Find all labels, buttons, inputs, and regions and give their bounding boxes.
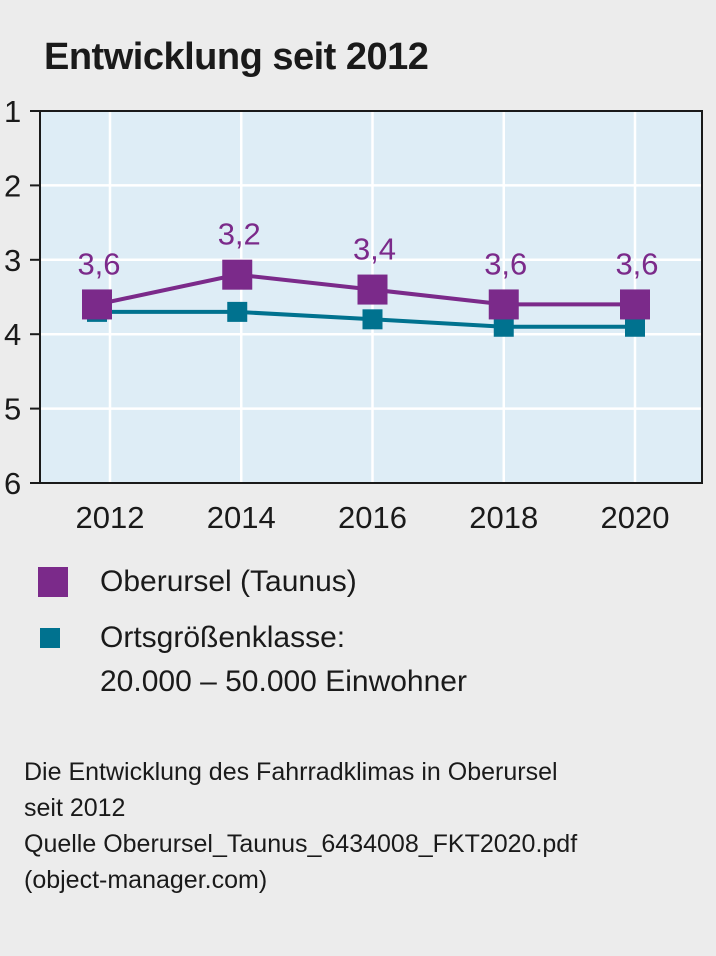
data-point-oberursel [357, 274, 388, 305]
legend-swatch-ortsgroessenklasse [40, 628, 60, 648]
y-tick-label: 4 [4, 317, 21, 352]
legend-label-ortsgroessenklasse: Ortsgrößenklasse: 20.000 – 50.000 Einwoh… [100, 621, 467, 698]
plot-border [39, 110, 703, 484]
data-point-oberursel [488, 289, 519, 320]
legend-swatch-oberursel [38, 567, 68, 597]
x-tick-label: 2012 [76, 500, 145, 535]
x-tick-label: 2018 [469, 500, 538, 535]
caption-line: seit 2012 [24, 794, 126, 822]
data-point-ortsgroessenklasse [362, 309, 383, 330]
x-tick-label: 2014 [207, 500, 276, 535]
data-point-oberursel [620, 289, 650, 320]
legend-item-ortsgroessenklasse: Ortsgrößenklasse: 20.000 – 50.000 Einwoh… [38, 616, 467, 704]
data-label: 3,6 [484, 246, 527, 281]
data-point-oberursel [222, 259, 253, 290]
data-point-oberursel [82, 289, 112, 320]
data-point-ortsgroessenklasse [625, 316, 645, 337]
line-chart: 1 2 3 4 5 6 2012 2014 2016 2018 2020 3,6 3,2 3,4 3,6 3,… [4, 94, 703, 535]
data-label: 3,4 [353, 232, 396, 267]
data-point-ortsgroessenklasse [227, 301, 248, 322]
x-tick-label: 2020 [601, 500, 670, 535]
y-tick-label: 5 [4, 392, 21, 427]
chart-title: Entwicklung seit 2012 [44, 36, 429, 78]
data-label: 3,6 [77, 246, 120, 281]
data-point-ortsgroessenklasse [493, 316, 514, 337]
caption-line: (object-manager.com) [24, 866, 268, 894]
data-label: 3,2 [218, 217, 261, 252]
y-tick-label: 1 [4, 94, 21, 129]
y-tick-label: 3 [4, 243, 21, 278]
legend-label-oberursel: Oberursel (Taunus) [100, 565, 357, 598]
legend-item-oberursel: Oberursel (Taunus) [38, 560, 357, 604]
caption-line: Die Entwicklung des Fahrradklimas in Obe… [24, 758, 558, 786]
y-tick-label: 2 [4, 168, 21, 203]
x-tick-label: 2016 [338, 500, 407, 535]
caption: Die Entwicklung des Fahrradklimas in Obe… [24, 754, 694, 898]
y-tick-label: 6 [4, 466, 21, 501]
data-label: 3,6 [615, 246, 658, 281]
caption-line: Quelle Oberursel_Taunus_6434008_FKT2020.… [24, 830, 578, 858]
